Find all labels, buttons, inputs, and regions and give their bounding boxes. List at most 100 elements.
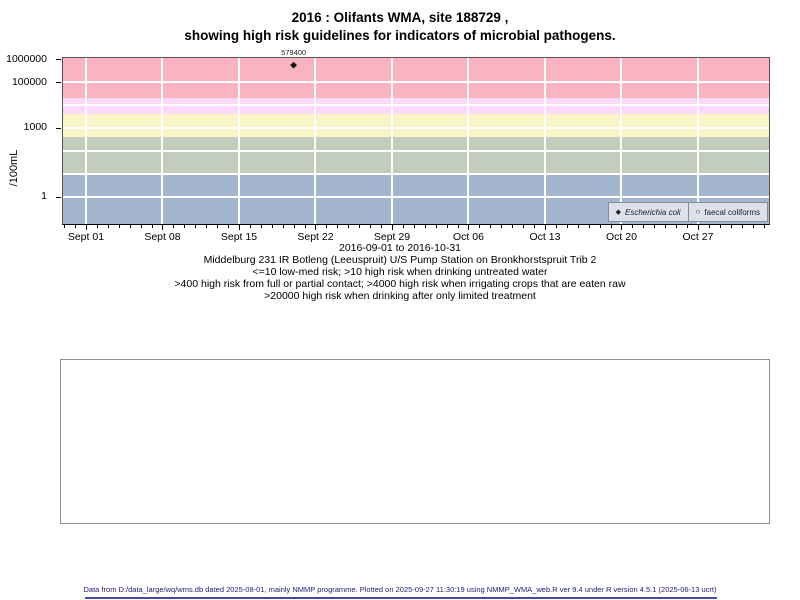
v-gridline — [696, 58, 699, 224]
x-minor-tick-mark — [151, 225, 153, 228]
legend-item-faecal-coliforms: ○ faecal coliforms — [687, 202, 768, 222]
x-minor-tick-mark — [206, 225, 208, 228]
v-gridline — [390, 58, 393, 224]
x-minor-tick-mark — [402, 225, 404, 228]
x-minor-tick-mark — [96, 225, 98, 228]
x-major-tick-mark — [391, 225, 393, 230]
x-major-tick-mark — [697, 225, 699, 230]
h-gridline — [63, 81, 769, 84]
x-minor-tick-mark — [107, 225, 109, 228]
x-minor-tick-mark — [479, 225, 481, 228]
x-minor-tick-mark — [708, 225, 710, 228]
data-point-value-label: 579400 — [281, 48, 307, 57]
x-minor-tick-mark — [228, 225, 230, 228]
y-tick-label: 1000000 — [6, 52, 47, 65]
v-gridline — [543, 58, 546, 224]
x-minor-tick-mark — [763, 225, 765, 228]
x-minor-tick-mark — [490, 225, 492, 228]
x-minor-tick-mark — [282, 225, 284, 228]
h-gridline — [63, 149, 769, 152]
y-axis: 1000000 100000 1000 1 — [0, 53, 62, 227]
x-major-tick-mark — [621, 225, 623, 230]
h-gridline — [63, 103, 769, 106]
x-major-tick-mark — [85, 225, 87, 230]
x-minor-tick-mark — [370, 225, 372, 228]
x-minor-tick-mark — [249, 225, 251, 228]
x-minor-tick-mark — [457, 225, 459, 228]
x-minor-tick-mark — [599, 225, 601, 228]
x-minor-tick-mark — [195, 225, 197, 228]
x-major-tick-mark — [238, 225, 240, 230]
risk-band-high-risk-drinking-untreated — [63, 136, 769, 174]
x-minor-tick-mark — [741, 225, 743, 228]
v-gridline — [620, 58, 623, 224]
x-minor-tick-mark — [381, 225, 383, 228]
x-major-tick-mark — [468, 225, 470, 230]
legend-item-escherichia-coli: ◆ Escherichia coli — [607, 202, 689, 222]
caption-site-name: Middelburg 231 IR Botleng (Leeuspruit) U… — [203, 254, 597, 266]
x-minor-tick-mark — [687, 225, 689, 228]
footer-underline — [85, 597, 717, 599]
x-minor-tick-mark — [304, 225, 306, 228]
x-tick-label: Sept 29 — [373, 231, 411, 243]
risk-band-high-risk-drinking-limited-treatment — [63, 58, 769, 99]
x-minor-tick-mark — [610, 225, 612, 228]
v-gridline — [237, 58, 240, 224]
caption-risk-drinking-untreated: <=10 low-med risk; >10 high risk when dr… — [252, 266, 548, 278]
x-minor-tick-mark — [173, 225, 175, 228]
x-minor-tick-mark — [435, 225, 437, 228]
x-minor-tick-mark — [118, 225, 120, 228]
x-minor-tick-mark — [555, 225, 557, 228]
risk-band-high-risk-irrigating-raw-crops — [63, 98, 769, 115]
x-tick-label: Sept 15 — [220, 231, 258, 243]
y-tick-mark — [56, 82, 61, 84]
x-minor-tick-mark — [348, 225, 350, 228]
x-tick-label: Oct 13 — [529, 231, 561, 243]
y-tick-mark — [56, 59, 61, 61]
y-tick-label: 100000 — [11, 75, 47, 88]
v-gridline — [84, 58, 87, 224]
x-minor-tick-mark — [413, 225, 415, 228]
caption-block: Middelburg 231 IR Botleng (Leeuspruit) U… — [0, 254, 800, 302]
x-minor-tick-mark — [260, 225, 262, 228]
footer-note: Data from D:/data_large/wq/wms.db dated … — [83, 585, 717, 594]
x-tick-label: Sept 22 — [297, 231, 334, 243]
x-axis-title: 2016-09-01 to 2016-10-31 — [338, 242, 461, 254]
caption-risk-contact-irrigation: >400 high risk from full or partial cont… — [174, 278, 626, 290]
x-minor-tick-mark — [271, 225, 273, 228]
x-minor-tick-mark — [588, 225, 590, 228]
x-minor-tick-mark — [676, 225, 678, 228]
x-tick-label: Oct 27 — [682, 231, 714, 243]
x-minor-tick-mark — [359, 225, 361, 228]
v-gridline — [314, 58, 317, 224]
x-minor-tick-mark — [632, 225, 634, 228]
data-point-marker: ◆ — [290, 59, 298, 70]
x-tick-label: Oct 20 — [605, 231, 637, 243]
x-major-tick-mark — [544, 225, 546, 230]
x-minor-tick-mark — [665, 225, 667, 228]
chart-title: 2016 : Olifants WMA, site 188729 , showi… — [0, 9, 800, 45]
x-minor-tick-mark — [326, 225, 328, 228]
y-tick-label: 1000 — [23, 121, 47, 134]
x-minor-tick-mark — [140, 225, 142, 228]
x-minor-tick-mark — [512, 225, 514, 228]
filled-diamond-icon: ◆ — [615, 208, 621, 216]
x-minor-tick-mark — [501, 225, 503, 228]
x-minor-tick-mark — [752, 225, 754, 228]
legend-label-faecal-coliforms: faecal coliforms — [704, 207, 760, 217]
x-major-tick-mark — [315, 225, 317, 230]
x-minor-tick-mark — [719, 225, 721, 228]
v-gridline — [161, 58, 164, 224]
h-gridline — [63, 172, 769, 175]
x-tick-label: Sept 01 — [67, 231, 105, 243]
y-tick-mark — [56, 196, 61, 198]
x-minor-tick-mark — [446, 225, 448, 228]
x-minor-tick-mark — [64, 225, 66, 228]
risk-band-high-risk-full-partial-contact — [63, 114, 769, 137]
x-minor-tick-mark — [293, 225, 295, 228]
x-tick-label: Oct 06 — [452, 231, 484, 243]
y-tick-label: 1 — [41, 190, 47, 203]
chart-title-line2: showing high risk guidelines for indicat… — [184, 28, 616, 43]
legend: ◆ Escherichia coli ○ faecal coliforms — [607, 202, 768, 222]
